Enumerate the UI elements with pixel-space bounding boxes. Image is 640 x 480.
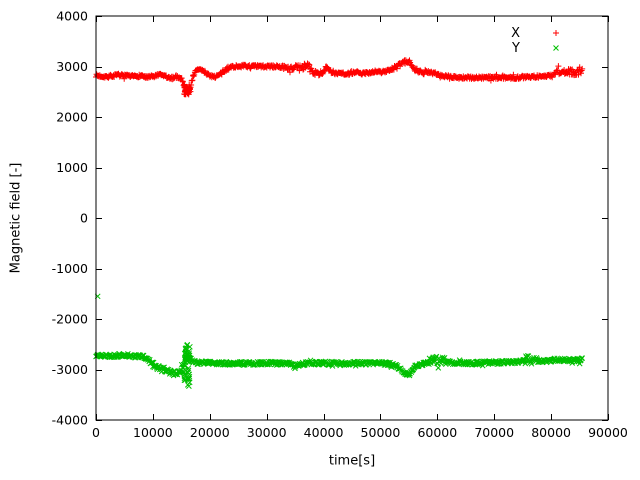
legend-label-y: Y [511, 41, 520, 56]
y-tick-label: -4000 [52, 413, 88, 428]
y-tick-label: 2000 [56, 110, 88, 125]
x-tick-label: 40000 [304, 425, 344, 440]
x-tick-label: 50000 [361, 425, 401, 440]
legend-label-x: X [511, 26, 520, 41]
y-tick-label: 4000 [56, 9, 88, 24]
axis-ticks [96, 16, 609, 421]
legend-marker-y [553, 45, 559, 51]
y-tick-label: -3000 [52, 362, 88, 377]
x-tick-label: 70000 [474, 425, 514, 440]
legend-marker-x [553, 30, 559, 36]
y-tick-label: 3000 [56, 59, 88, 74]
series-y [93, 293, 586, 389]
x-tick-label: 20000 [190, 425, 230, 440]
x-tick-label: 80000 [531, 425, 571, 440]
y-tick-label: 1000 [56, 160, 88, 175]
y-tick-label: -1000 [52, 261, 88, 276]
x-axis-label: time[s] [328, 453, 376, 469]
x-tick-label: 10000 [133, 425, 173, 440]
x-tick-label: 90000 [588, 425, 628, 440]
y-tick-label: 0 [80, 211, 88, 226]
x-tick-label: 0 [92, 425, 100, 440]
y-axis-label: Magnetic field [-] [8, 162, 24, 274]
x-tick-label: 60000 [417, 425, 457, 440]
y-tick-label: -2000 [52, 312, 88, 327]
series-x [93, 57, 586, 98]
x-tick-label: 30000 [247, 425, 287, 440]
